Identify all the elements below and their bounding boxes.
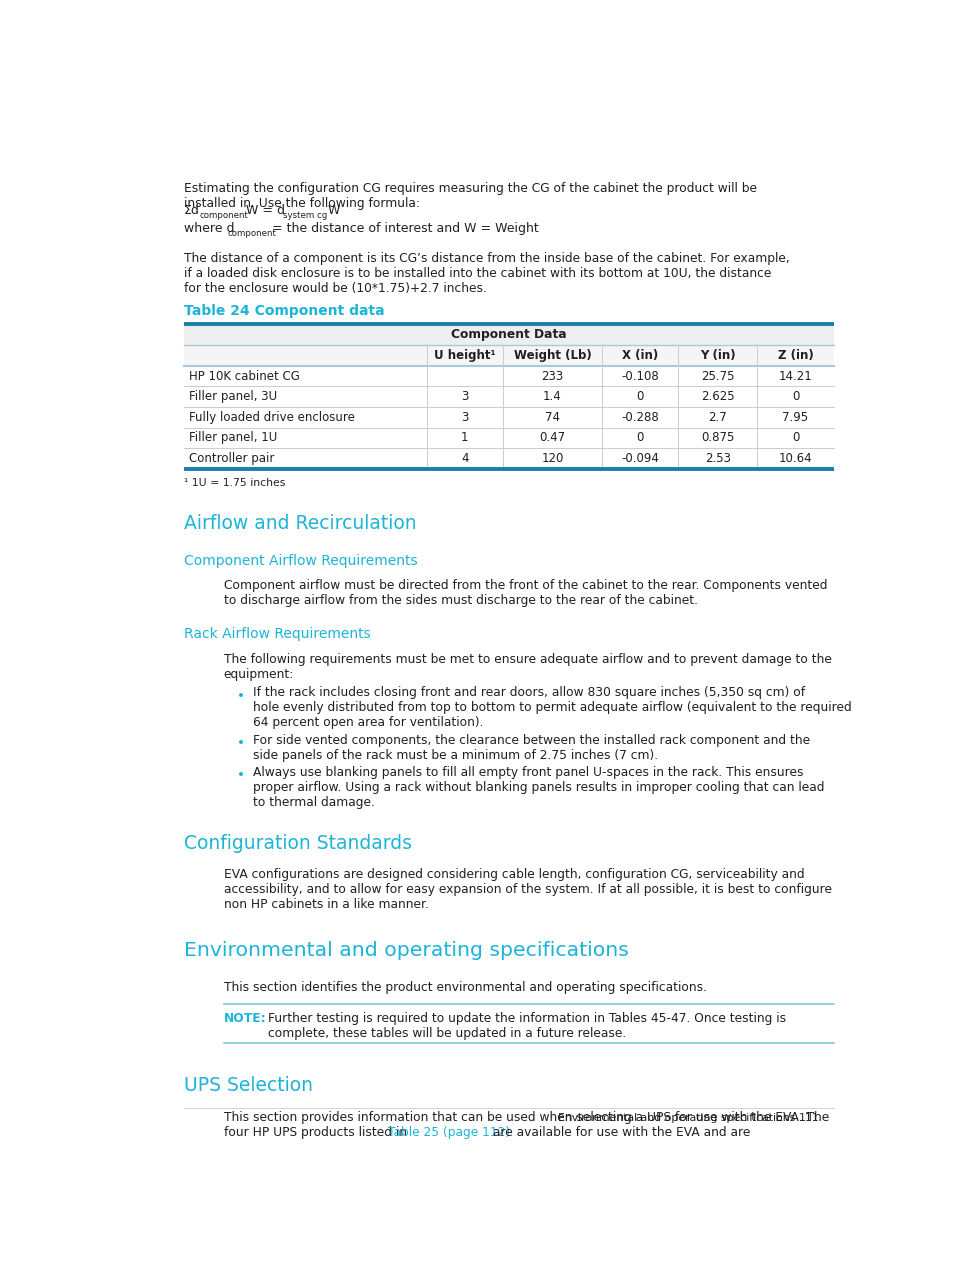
Text: The distance of a component is its CG’s distance from the inside base of the cab: The distance of a component is its CG’s … bbox=[183, 252, 788, 264]
Text: Component Data: Component Data bbox=[451, 328, 566, 341]
Text: -0.288: -0.288 bbox=[620, 411, 659, 423]
Text: 14.21: 14.21 bbox=[778, 370, 812, 383]
Text: where d: where d bbox=[183, 222, 233, 235]
Text: Fully loaded drive enclosure: Fully loaded drive enclosure bbox=[189, 411, 355, 423]
Text: -0.108: -0.108 bbox=[620, 370, 659, 383]
Text: Table 25 (page 112): Table 25 (page 112) bbox=[388, 1126, 510, 1139]
Text: Further testing is required to update the information in Tables 45-47. Once test: Further testing is required to update th… bbox=[268, 1012, 785, 1024]
Bar bbox=[183, 386, 833, 407]
Text: For side vented components, the clearance between the installed rack component a: For side vented components, the clearanc… bbox=[253, 733, 810, 746]
Text: for the enclosure would be (10*1.75)+2.7 inches.: for the enclosure would be (10*1.75)+2.7… bbox=[183, 282, 486, 295]
Text: ¹ 1U = 1.75 inches: ¹ 1U = 1.75 inches bbox=[183, 478, 285, 488]
Text: EVA configurations are designed considering cable length, configuration CG, serv: EVA configurations are designed consider… bbox=[224, 868, 803, 881]
Text: Always use blanking panels to fill all empty front panel U-spaces in the rack. T: Always use blanking panels to fill all e… bbox=[253, 766, 803, 779]
Text: 25.75: 25.75 bbox=[700, 370, 734, 383]
Text: = the distance of interest and W = Weight: = the distance of interest and W = Weigh… bbox=[272, 222, 538, 235]
Text: hole evenly distributed from top to bottom to permit adequate airflow (equivalen: hole evenly distributed from top to bott… bbox=[253, 702, 851, 714]
Text: 111: 111 bbox=[798, 1113, 819, 1124]
Text: component: component bbox=[199, 211, 248, 220]
Text: 233: 233 bbox=[540, 370, 563, 383]
Text: 3: 3 bbox=[460, 390, 468, 403]
Text: Table 24 Component data: Table 24 Component data bbox=[183, 304, 384, 318]
Text: 2.625: 2.625 bbox=[700, 390, 734, 403]
Text: Environmental and operating specifications: Environmental and operating specificatio… bbox=[558, 1113, 794, 1124]
Text: 0: 0 bbox=[636, 390, 643, 403]
Text: 120: 120 bbox=[540, 452, 563, 465]
Bar bbox=[183, 427, 833, 449]
Text: complete, these tables will be updated in a future release.: complete, these tables will be updated i… bbox=[268, 1027, 626, 1040]
Text: -0.094: -0.094 bbox=[620, 452, 659, 465]
Text: 10.64: 10.64 bbox=[778, 452, 811, 465]
Bar bbox=[183, 324, 833, 344]
Text: non HP cabinets in a like manner.: non HP cabinets in a like manner. bbox=[224, 897, 428, 910]
Text: 0: 0 bbox=[636, 431, 643, 445]
Text: 0: 0 bbox=[791, 431, 799, 445]
Text: Configuration Standards: Configuration Standards bbox=[183, 835, 411, 853]
Text: Airflow and Recirculation: Airflow and Recirculation bbox=[183, 513, 416, 533]
Bar bbox=[183, 449, 833, 469]
Text: 2.7: 2.7 bbox=[708, 411, 726, 423]
Text: 74: 74 bbox=[544, 411, 559, 423]
Text: 0: 0 bbox=[791, 390, 799, 403]
Text: •: • bbox=[236, 689, 245, 703]
Text: Component airflow must be directed from the front of the cabinet to the rear. Co: Component airflow must be directed from … bbox=[224, 580, 826, 592]
Text: 7.95: 7.95 bbox=[781, 411, 808, 423]
Text: Σd: Σd bbox=[183, 205, 199, 217]
Text: 0.875: 0.875 bbox=[700, 431, 734, 445]
Text: Filler panel, 3U: Filler panel, 3U bbox=[189, 390, 276, 403]
Text: proper airflow. Using a rack without blanking panels results in improper cooling: proper airflow. Using a rack without bla… bbox=[253, 780, 824, 794]
Text: 0.47: 0.47 bbox=[538, 431, 565, 445]
Text: X (in): X (in) bbox=[621, 348, 658, 362]
Text: Filler panel, 1U: Filler panel, 1U bbox=[189, 431, 277, 445]
Text: Environmental and operating specifications: Environmental and operating specificatio… bbox=[183, 942, 628, 961]
Text: system cg: system cg bbox=[283, 211, 327, 220]
Text: Controller pair: Controller pair bbox=[189, 452, 274, 465]
Text: 64 percent open area for ventilation).: 64 percent open area for ventilation). bbox=[253, 717, 483, 730]
Text: W: W bbox=[328, 205, 339, 217]
Text: Component Airflow Requirements: Component Airflow Requirements bbox=[183, 554, 416, 568]
Text: This section provides information that can be used when selecting a UPS for use : This section provides information that c… bbox=[224, 1111, 828, 1124]
Text: Estimating the configuration CG requires measuring the CG of the cabinet the pro: Estimating the configuration CG requires… bbox=[183, 182, 756, 194]
Text: This section identifies the product environmental and operating specifications.: This section identifies the product envi… bbox=[224, 981, 706, 994]
Text: UPS Selection: UPS Selection bbox=[183, 1075, 313, 1094]
Text: equipment:: equipment: bbox=[224, 667, 294, 680]
Text: if a loaded disk enclosure is to be installed into the cabinet with its bottom a: if a loaded disk enclosure is to be inst… bbox=[183, 267, 770, 280]
Text: 4: 4 bbox=[460, 452, 468, 465]
Text: to discharge airflow from the sides must discharge to the rear of the cabinet.: to discharge airflow from the sides must… bbox=[224, 594, 698, 608]
Text: to thermal damage.: to thermal damage. bbox=[253, 796, 375, 808]
Text: four HP UPS products listed in: four HP UPS products listed in bbox=[224, 1126, 411, 1139]
Text: accessibility, and to allow for easy expansion of the system. If at all possible: accessibility, and to allow for easy exp… bbox=[224, 882, 831, 896]
Text: installed in. Use the following formula:: installed in. Use the following formula: bbox=[183, 197, 419, 210]
Text: 3: 3 bbox=[460, 411, 468, 423]
Text: Weight (Lb): Weight (Lb) bbox=[513, 348, 591, 362]
Text: 2.53: 2.53 bbox=[704, 452, 730, 465]
Text: are available for use with the EVA and are: are available for use with the EVA and a… bbox=[489, 1126, 750, 1139]
Bar bbox=[183, 407, 833, 427]
Text: 1: 1 bbox=[460, 431, 468, 445]
Text: Z (in): Z (in) bbox=[777, 348, 813, 362]
Text: NOTE:: NOTE: bbox=[224, 1012, 266, 1024]
Text: U height¹: U height¹ bbox=[434, 348, 496, 362]
Text: HP 10K cabinet CG: HP 10K cabinet CG bbox=[189, 370, 299, 383]
Bar bbox=[183, 344, 833, 366]
Text: side panels of the rack must be a minimum of 2.75 inches (7 cm).: side panels of the rack must be a minimu… bbox=[253, 749, 658, 761]
Text: The following requirements must be met to ensure adequate airflow and to prevent: The following requirements must be met t… bbox=[224, 652, 831, 666]
Text: Rack Airflow Requirements: Rack Airflow Requirements bbox=[183, 627, 370, 641]
Text: •: • bbox=[236, 768, 245, 782]
Text: component: component bbox=[227, 229, 276, 238]
Text: 1.4: 1.4 bbox=[542, 390, 561, 403]
Text: If the rack includes closing front and rear doors, allow 830 square inches (5,35: If the rack includes closing front and r… bbox=[253, 686, 804, 699]
Text: •: • bbox=[236, 736, 245, 750]
Bar bbox=[183, 366, 833, 386]
Text: Y (in): Y (in) bbox=[700, 348, 735, 362]
Text: W = d: W = d bbox=[245, 205, 284, 217]
